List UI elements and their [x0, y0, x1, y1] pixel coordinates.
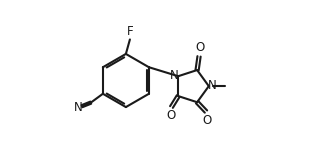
Text: O: O [166, 109, 175, 122]
Text: N: N [208, 79, 217, 92]
Text: F: F [127, 25, 134, 38]
Text: O: O [195, 41, 204, 54]
Text: O: O [202, 114, 212, 127]
Text: N: N [74, 101, 83, 114]
Text: N: N [170, 69, 179, 82]
